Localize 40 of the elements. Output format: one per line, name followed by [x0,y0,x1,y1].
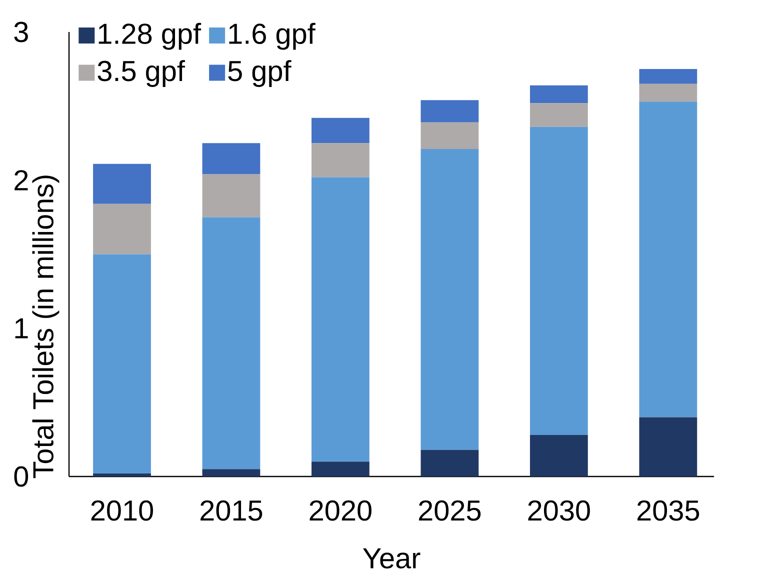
x-tick-label: 2030 [528,500,590,521]
bar [639,417,698,476]
legend-label: 3.5 gpf [98,60,186,87]
bar [530,435,588,476]
x-axis-title: Year [362,548,420,568]
bar [202,143,260,174]
y-tick-label: 0 [14,466,28,487]
y-axis-title: Total Toilets (in millions) [32,176,60,478]
bar [312,143,370,178]
bar [530,126,588,436]
bar [202,217,260,470]
y-tick-label: 1 [15,318,28,338]
bar [93,474,151,476]
bar [202,469,260,476]
legend-label: 1.6 gpf [229,22,316,50]
bar [420,450,479,476]
bar [639,84,698,102]
bar [93,204,151,254]
x-tick-label: 2010 [91,500,153,521]
bar [639,102,698,418]
bar [420,149,479,450]
bar [312,177,370,462]
bar [312,118,370,144]
x-tick-label: 2020 [310,500,372,521]
bar [420,122,479,150]
legend-label: 5 gpf [228,60,292,87]
y-tick-label: 3 [14,22,28,42]
bar [530,103,588,127]
bar [420,100,479,122]
x-tick-label: 2035 [637,500,700,521]
bar [93,164,151,204]
x-tick-label: 2015 [200,500,262,521]
y-tick-label: 2 [14,170,28,190]
legend-label: 1.28 gpf [98,22,202,50]
bar [202,174,260,218]
bar [312,462,370,476]
bar [93,254,151,474]
x-tick-label: 2025 [419,500,481,521]
bar [530,85,588,104]
bar [639,69,698,84]
